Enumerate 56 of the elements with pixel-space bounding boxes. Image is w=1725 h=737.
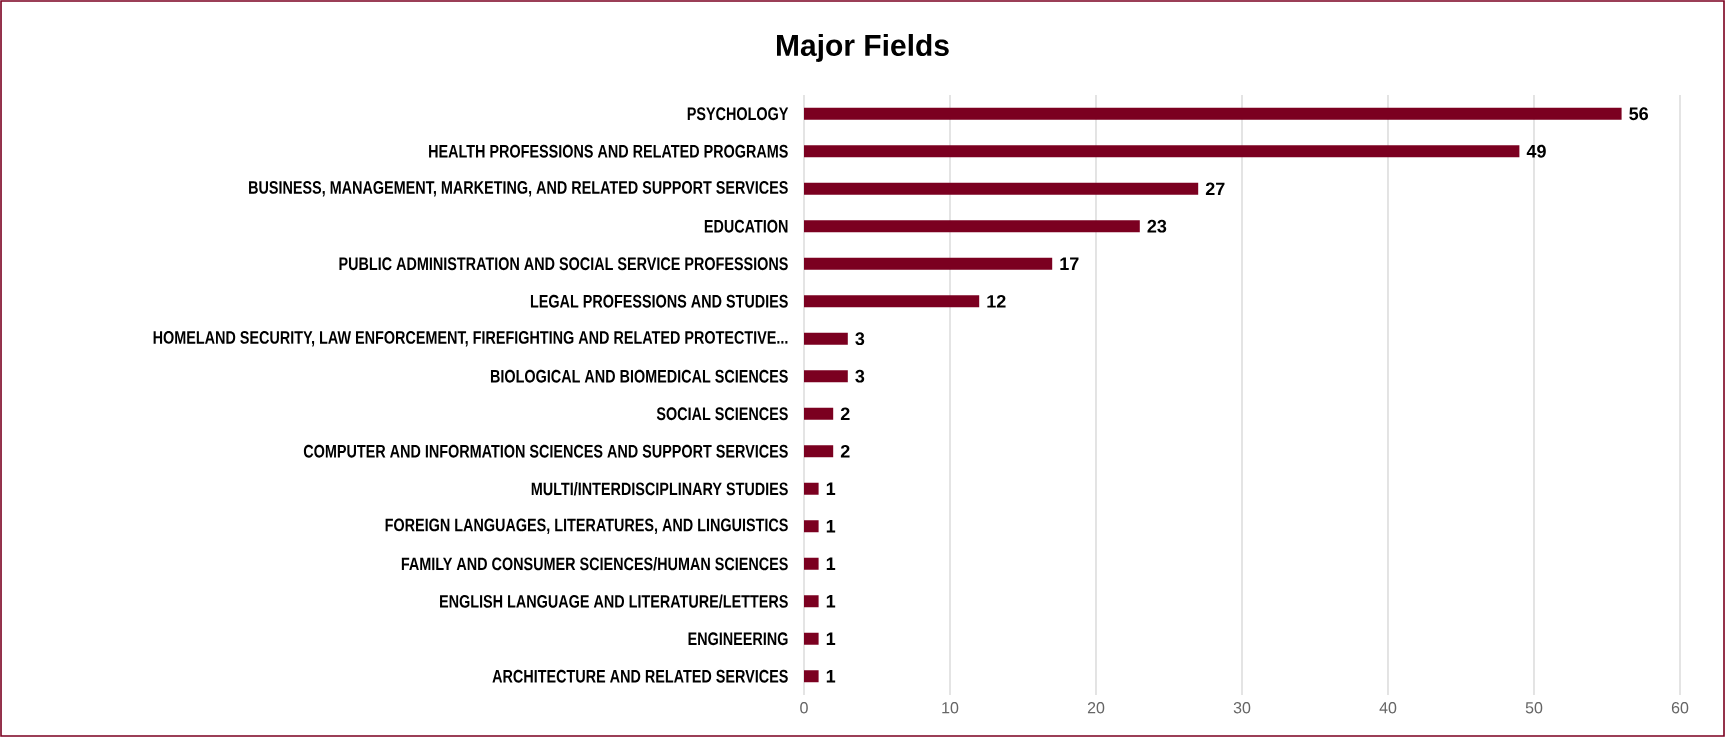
y-tick-label: EDUCATION: [704, 219, 788, 233]
y-tick-label: LEGAL PROFESSIONS AND STUDIES: [530, 294, 788, 308]
data-label: 27: [1205, 182, 1225, 196]
chart-title: Major Fields: [777, 34, 949, 62]
y-tick-label: FOREIGN LANGUAGES, LITERATURES, AND LINGUISTICS: [385, 518, 788, 534]
y-tick-label: ARCHITECTURE AND RELATED SERVICES: [492, 669, 788, 683]
bar: [804, 257, 1053, 270]
bar: [804, 295, 980, 308]
x-tick-label: 30: [1233, 702, 1251, 714]
x-tick-label: 10: [942, 702, 959, 714]
data-label: 12: [987, 294, 1006, 308]
y-tick-label: COMPUTER AND INFORMATION SCIENCES AND SUPPORT SERVICES: [303, 444, 788, 458]
bar: [804, 557, 819, 570]
bar: [804, 370, 848, 383]
bar: [804, 220, 1140, 233]
y-tick-label: BIOLOGICAL AND BIOMEDICAL SCIENCES: [490, 369, 788, 383]
data-label: 1: [826, 557, 836, 570]
bar: [804, 445, 834, 458]
y-tick-label: MULTI/INTERDISCIPLINARY STUDIES: [531, 482, 788, 496]
data-label: 17: [1060, 257, 1079, 270]
data-label: 1: [826, 595, 836, 608]
y-tick-label: BUSINESS, MANAGEMENT, MARKETING, AND RELATED SUPPORT SERVICES: [249, 181, 788, 197]
data-label: 1: [826, 482, 836, 495]
bar: [804, 670, 819, 683]
bar: [804, 632, 819, 645]
data-label: 1: [826, 632, 836, 645]
bar: [804, 482, 819, 495]
x-tick-label: 0: [800, 702, 808, 714]
x-tick-label: 50: [1525, 702, 1543, 714]
data-label: 3: [855, 369, 865, 383]
data-label: 23: [1147, 219, 1167, 233]
bar: [804, 182, 1199, 195]
x-tick-label: 20: [1087, 702, 1105, 714]
bar: [804, 595, 819, 608]
bar: [804, 145, 1520, 158]
data-label: 1: [826, 520, 836, 533]
bar: [804, 332, 848, 345]
x-tick-label: 40: [1379, 702, 1397, 714]
y-tick-label: PSYCHOLOGY: [687, 107, 789, 121]
data-label: 1: [826, 670, 836, 683]
y-tick-label: SOCIAL SCIENCES: [656, 407, 788, 421]
y-tick-label: ENGLISH LANGUAGE AND LITERATURE/LETTERS: [440, 594, 788, 608]
data-label: 2: [840, 444, 850, 458]
y-tick-label: HEALTH PROFESSIONS AND RELATED PROGRAMS: [429, 144, 788, 158]
bar: [804, 407, 834, 420]
bar: [804, 520, 819, 533]
y-tick-label: PUBLIC ADMINISTRATION AND SOCIAL SERVICE PROFESSIONS: [339, 257, 788, 271]
x-tick-label: 60: [1671, 702, 1689, 714]
data-label: 49: [1526, 144, 1546, 158]
data-label: 2: [840, 407, 850, 421]
data-label: 56: [1629, 107, 1649, 121]
y-tick-label: ENGINEERING: [688, 632, 788, 646]
bar: [804, 107, 1622, 120]
y-tick-label: HOMELAND SECURITY, LAW ENFORCEMENT, FIREFIGHTING AND RELATED PROTECTIVE...: [153, 331, 788, 347]
data-label: 3: [855, 332, 865, 346]
y-tick-label: FAMILY AND CONSUMER SCIENCES/HUMAN SCIENCES: [401, 557, 788, 571]
